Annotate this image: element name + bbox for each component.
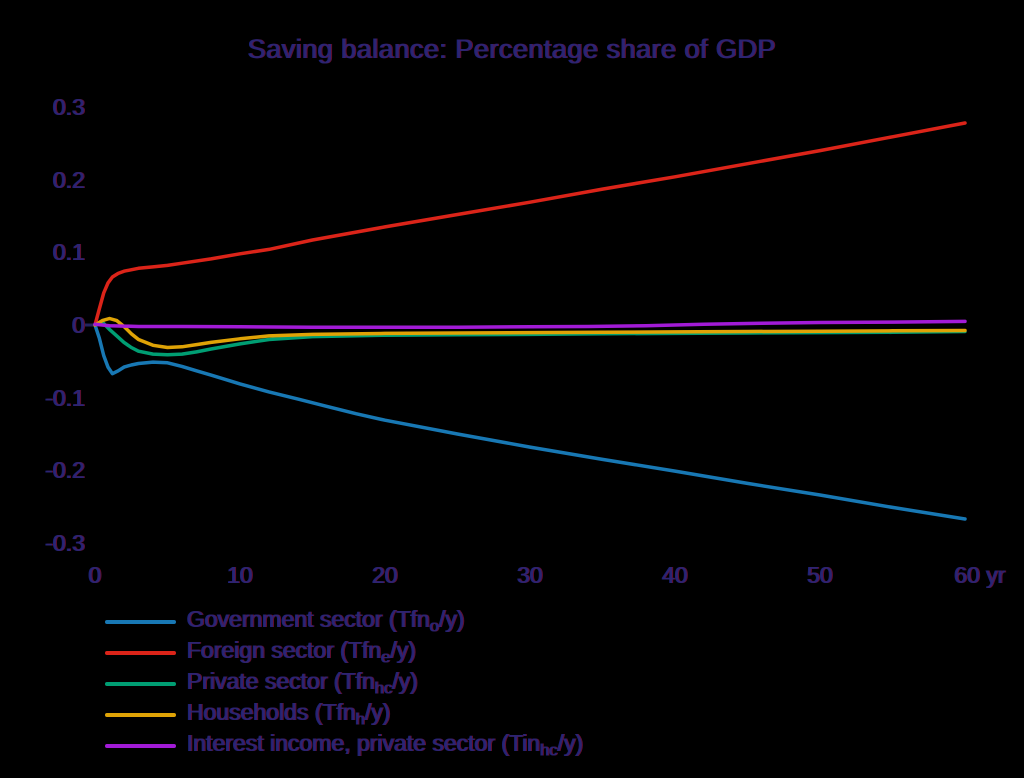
series-line-government	[93, 323, 967, 521]
x-tick-10: 10	[227, 562, 253, 588]
y-tick--0.3: -0.3	[45, 530, 85, 556]
legend-swatch-private	[105, 681, 176, 686]
legend-item-foreign: Foreign sector (Tfne/y)	[105, 637, 416, 668]
y-tick-0: 0	[72, 312, 85, 338]
y-tick-0.3: 0.3	[53, 93, 85, 120]
legend-label-households: Households (Tfnh/y)	[187, 699, 391, 729]
legend-swatch-government	[105, 619, 176, 624]
x-tick-20: 20	[372, 562, 398, 588]
chart-title: Saving balance: Percentage share of GDP	[247, 34, 777, 64]
x-tick-50: 50	[807, 562, 833, 588]
legend-item-households: Households (Tfnh/y)	[105, 699, 391, 730]
x-tick-60-yr: 60 yr	[954, 562, 1006, 588]
legend-item-government: Government sector (Tfno/y)	[105, 606, 465, 637]
y-tick--0.2: -0.2	[45, 457, 85, 484]
legend-label-interest: Interest income, private sector (Tinhc/y…	[187, 730, 584, 760]
y-tick-0.1: 0.1	[53, 239, 85, 266]
legend-label-private: Private sector (Tfnhc/y)	[187, 668, 418, 698]
legend-swatch-foreign	[105, 650, 176, 655]
series-line-foreign	[93, 121, 967, 327]
x-tick-30: 30	[517, 562, 543, 588]
legend-swatch-interest	[105, 743, 176, 748]
x-tick-40: 40	[662, 562, 688, 588]
legend-item-private: Private sector (Tfnhc/y)	[105, 668, 418, 699]
legend-swatch-households	[105, 712, 176, 717]
legend-label-government: Government sector (Tfno/y)	[187, 606, 465, 636]
y-tick--0.1: -0.1	[45, 384, 85, 411]
y-tick-0.2: 0.2	[53, 166, 85, 193]
series-line-interest	[93, 319, 967, 329]
legend-item-interest: Interest income, private sector (Tinhc/y…	[105, 730, 583, 761]
legend-label-foreign: Foreign sector (Tfne/y)	[187, 637, 417, 667]
x-tick-0: 0	[88, 562, 102, 588]
